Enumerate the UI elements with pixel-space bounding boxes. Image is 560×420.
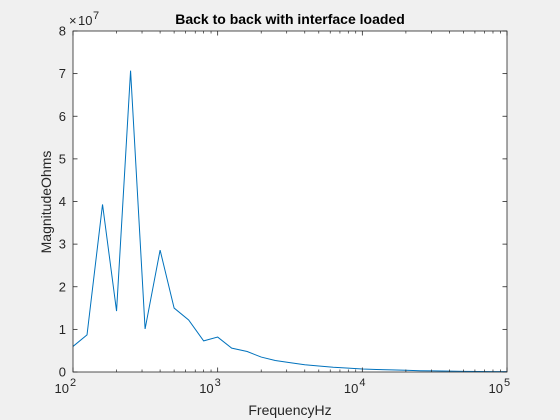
x-tick-label-base: 10	[199, 381, 213, 396]
x-axis-label: FrequencyHz	[248, 402, 331, 418]
y-tick-label: 2	[59, 279, 66, 294]
y-tick-label: 1	[59, 322, 66, 337]
y-multiplier-base: 10	[78, 13, 92, 28]
x-tick-label-exponent: 3	[215, 377, 221, 389]
y-axis-ticks: 0 1 2 3 4 5 6 7 8	[59, 24, 507, 380]
x-tick-label-base: 10	[489, 381, 503, 396]
chart-marks	[72, 70, 508, 373]
y-tick-label: 3	[59, 237, 66, 252]
y-tick-label: 6	[59, 109, 66, 124]
y-tick-label: 7	[59, 66, 66, 81]
x-tick-label: 10 5	[489, 377, 511, 396]
x-tick-label-exponent: 4	[359, 377, 365, 389]
y-axis-label: MagnitudeOhms	[38, 151, 54, 254]
axes-box	[72, 30, 508, 373]
x-tick-label: 10 2	[55, 377, 77, 396]
y-axis-multiplier: × 10 7	[69, 10, 99, 28]
x-axis-ticks: 10 2 10 3 10 4 10 5	[55, 31, 511, 396]
series-line	[72, 70, 508, 373]
x-tick-label-base: 10	[55, 381, 69, 396]
svg-text:×: ×	[69, 13, 77, 28]
chart-title: Back to back with interface loaded	[175, 11, 405, 27]
x-tick-label-exponent: 2	[70, 377, 76, 389]
x-tick-label-exponent: 5	[504, 377, 510, 389]
x-tick-label: 10 3	[199, 377, 221, 396]
y-tick-label: 0	[59, 365, 66, 380]
y-tick-label: 8	[59, 24, 66, 39]
x-tick-label: 10 4	[344, 377, 366, 396]
y-tick-label: 4	[59, 194, 66, 209]
y-tick-label: 5	[59, 151, 66, 166]
y-multiplier-exponent: 7	[93, 10, 99, 22]
plot-area	[73, 31, 507, 372]
x-tick-label-base: 10	[344, 381, 358, 396]
